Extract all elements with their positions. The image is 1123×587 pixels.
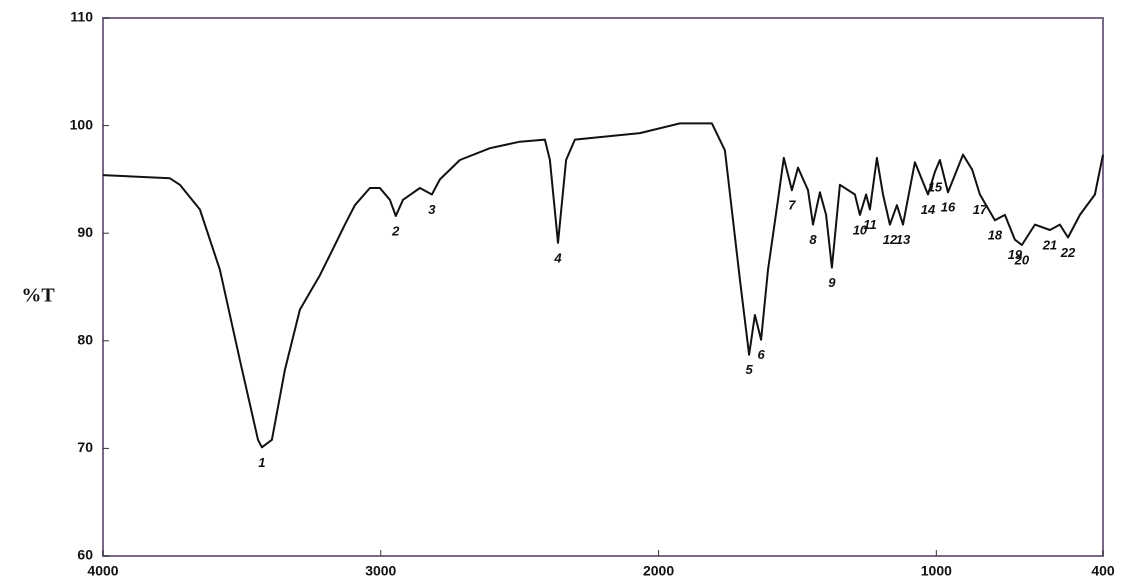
peak-label: 17 — [973, 202, 988, 217]
y-tick-label: 90 — [77, 224, 93, 240]
peak-label: 22 — [1060, 245, 1076, 260]
peak-label: 3 — [428, 202, 436, 217]
x-tick-label: 2000 — [643, 563, 674, 579]
peak-label: 19 — [1008, 247, 1023, 262]
peak-label: 16 — [941, 200, 956, 215]
peak-label: 4 — [553, 250, 562, 265]
peak-label: 15 — [928, 179, 943, 194]
peak-label: 13 — [896, 232, 911, 247]
peak-label: 2 — [391, 223, 400, 238]
peak-label: 21 — [1042, 237, 1057, 252]
y-tick-label: 110 — [70, 9, 93, 25]
x-tick-label: 400 — [1091, 563, 1115, 579]
peak-label: 9 — [828, 275, 836, 290]
peak-label: 14 — [921, 202, 936, 217]
x-tick-label: 4000 — [87, 563, 118, 579]
peak-label: 8 — [809, 232, 817, 247]
peak-label: 18 — [988, 228, 1003, 243]
peak-label: 5 — [745, 362, 753, 377]
peak-label: 20 — [1014, 252, 1030, 267]
x-tick-label: 1000 — [921, 563, 952, 579]
peak-label: 1 — [258, 455, 265, 470]
y-tick-label: 70 — [77, 439, 93, 455]
y-tick-label: 60 — [77, 547, 93, 563]
x-tick-label: 3000 — [365, 563, 396, 579]
spectrum-line — [102, 122, 1104, 449]
peak-label: 6 — [757, 347, 765, 362]
peak-label: 10 — [853, 222, 868, 237]
plot-frame — [102, 17, 1104, 557]
peak-label: 7 — [788, 198, 796, 213]
y-tick-label: 80 — [77, 332, 93, 348]
y-axis-label: %T — [21, 285, 55, 307]
peak-label: 11 — [863, 217, 877, 232]
peak-label: 12 — [883, 232, 898, 247]
y-tick-label: 100 — [70, 116, 94, 132]
